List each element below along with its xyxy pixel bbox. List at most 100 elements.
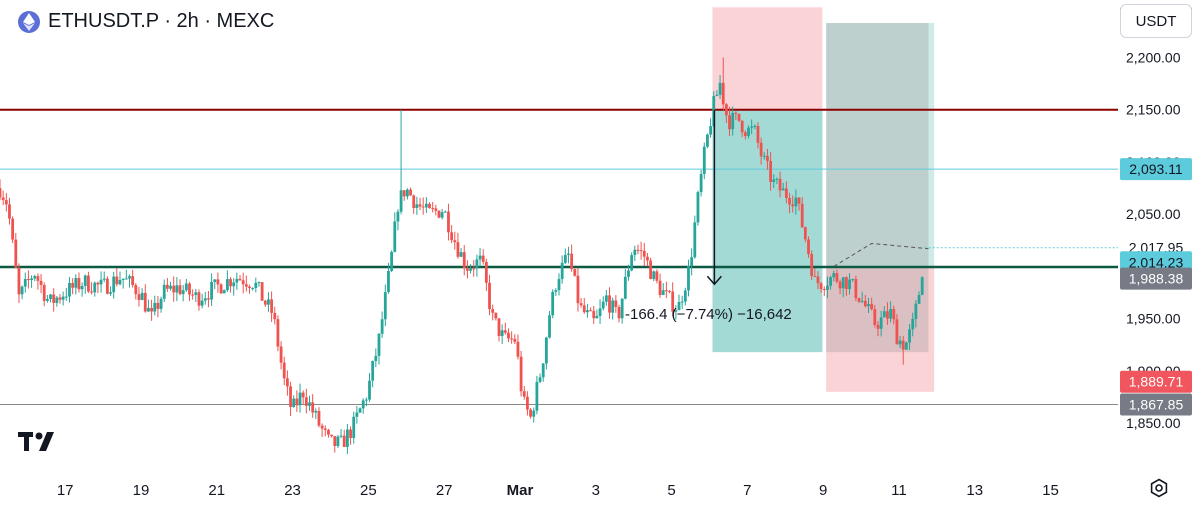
candle-body	[797, 197, 801, 204]
tradingview-logo[interactable]	[18, 432, 60, 457]
candle-body	[469, 268, 472, 271]
currency-button[interactable]: USDT	[1120, 4, 1192, 38]
candle-body	[333, 436, 337, 447]
candle-body	[147, 307, 150, 312]
candle-body	[216, 279, 220, 285]
symbol-header[interactable]: ETHUSDT.P · 2h · MEXC	[18, 10, 274, 33]
candle-body	[841, 277, 845, 289]
candle-body	[90, 291, 93, 293]
candle-body	[889, 309, 893, 319]
candle-body	[794, 197, 798, 207]
candle-body	[323, 428, 327, 430]
candle-body	[769, 160, 772, 182]
candle-body	[674, 310, 678, 312]
candle-body	[298, 392, 302, 406]
candle-body	[604, 295, 608, 302]
candle-body	[920, 277, 924, 295]
candle-body	[860, 300, 864, 302]
candle-body	[80, 286, 84, 290]
candle-body	[222, 290, 226, 294]
candle-body	[415, 204, 419, 208]
candle-body	[399, 190, 403, 212]
candle-body	[440, 212, 444, 218]
candle-body	[207, 298, 210, 300]
candle-body	[112, 276, 116, 293]
candle-body	[153, 302, 157, 312]
candle-body	[557, 279, 561, 291]
candle-body	[371, 361, 375, 381]
candle-body	[188, 283, 191, 295]
candle-body	[434, 208, 438, 211]
candle-body	[573, 269, 577, 276]
candle-body	[623, 276, 627, 299]
price-badge	[1120, 267, 1192, 290]
candle-body	[560, 262, 564, 280]
candle-body	[863, 300, 867, 307]
candle-body	[459, 252, 463, 257]
candle-body	[886, 311, 889, 319]
x-tick-label: 23	[284, 482, 301, 499]
candle-body	[42, 284, 46, 301]
gear-icon[interactable]	[1149, 478, 1169, 503]
candle-body	[535, 381, 539, 411]
candle-body	[838, 281, 842, 289]
candle-body	[706, 134, 709, 147]
candle-body	[387, 270, 390, 293]
candle-body	[548, 315, 551, 338]
candle-body	[898, 340, 902, 345]
candle-body	[330, 434, 334, 437]
candle-body	[453, 240, 457, 243]
candle-body	[137, 294, 141, 300]
price-badge	[1120, 393, 1192, 416]
candle-body	[614, 300, 618, 307]
candle-body	[636, 249, 640, 251]
price-badge	[1120, 158, 1192, 181]
candle-body	[93, 282, 97, 293]
candle-body	[826, 285, 829, 290]
x-tick-label: 3	[592, 482, 600, 499]
candle-body	[778, 178, 782, 191]
candle-body	[14, 239, 18, 268]
x-tick-label: Mar	[507, 482, 534, 499]
candle-body	[45, 298, 49, 301]
y-tick-label: 2,200.00	[1126, 49, 1181, 65]
candle-body	[30, 278, 33, 281]
candle-body	[683, 290, 687, 302]
candle-body	[510, 338, 514, 340]
candle-body	[412, 195, 416, 208]
candle-body	[317, 410, 321, 426]
candle-body	[17, 267, 21, 295]
candle-body	[772, 179, 776, 182]
candle-body	[162, 284, 166, 299]
price-badge-label: 1,988.38	[1129, 271, 1184, 287]
candle-body	[740, 120, 744, 133]
candle-body	[589, 310, 592, 312]
candle-body	[734, 112, 738, 114]
candle-body	[516, 341, 520, 357]
candle-body	[327, 429, 330, 435]
candle-body	[406, 189, 409, 197]
candle-body	[687, 266, 690, 291]
candle-body	[279, 346, 283, 363]
candle-body	[854, 279, 858, 299]
candle-body	[497, 318, 501, 337]
short-position-1-stop-zone	[712, 7, 823, 110]
candle-body	[544, 337, 548, 364]
candle-body	[257, 282, 261, 284]
candle-body	[251, 287, 255, 289]
candle-body	[364, 399, 368, 401]
candle-body	[481, 255, 485, 262]
candle-body	[715, 94, 719, 97]
candle-body	[617, 306, 621, 319]
x-tick-label: 11	[891, 482, 907, 499]
candle-body	[526, 396, 529, 410]
forecast-path	[833, 242, 929, 267]
candle-body	[358, 408, 362, 413]
candle-body	[630, 255, 634, 271]
y-tick-label: 2,050.00	[1126, 206, 1181, 222]
candle-body	[582, 305, 586, 313]
candle-body	[336, 436, 340, 447]
candle-body	[639, 250, 643, 252]
candle-body	[472, 268, 476, 270]
